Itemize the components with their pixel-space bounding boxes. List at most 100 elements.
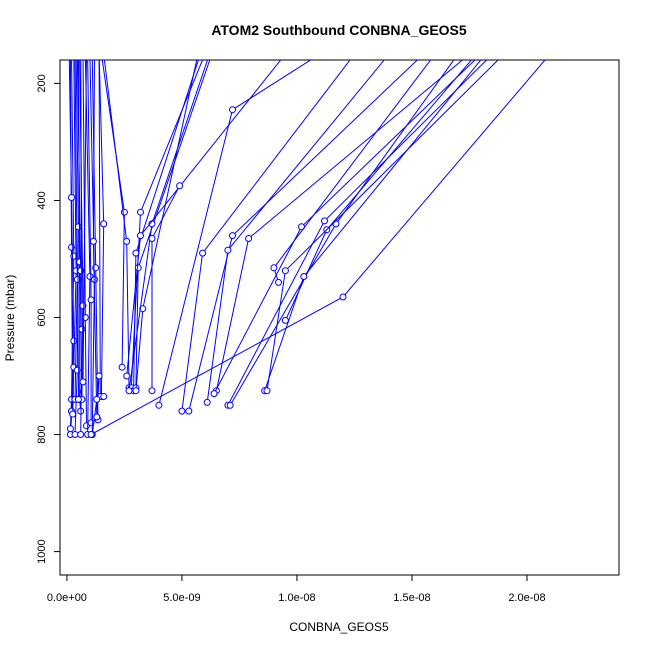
- data-point: [185, 407, 193, 415]
- data-point: [89, 237, 97, 245]
- data-point: [263, 387, 271, 395]
- x-tick-label: 1.0e-08: [278, 592, 315, 604]
- series-19: [103, 60, 133, 392]
- x-tick-label: 2.0e-08: [508, 592, 545, 604]
- series-line: [68, 60, 75, 412]
- data-point: [281, 267, 289, 275]
- plot-frame: [59, 59, 620, 576]
- data-point: [229, 106, 236, 114]
- data-point: [132, 249, 140, 257]
- data-point: [199, 249, 207, 257]
- data-point: [148, 235, 156, 242]
- data-point: [79, 302, 87, 310]
- x-axis-label: CONBNA_GEOS5: [289, 620, 389, 634]
- series-10: [78, 60, 87, 403]
- series-layer: [66, 60, 546, 438]
- data-point: [70, 337, 78, 345]
- data-point: [178, 407, 186, 415]
- series-line: [128, 60, 209, 391]
- data-point: [125, 387, 133, 395]
- series-27: [125, 60, 209, 395]
- data-point: [275, 278, 282, 286]
- data-point: [93, 395, 101, 403]
- data-point: [74, 395, 82, 403]
- y-axis: 200 400 600 800 1000: [36, 74, 60, 564]
- x-tick-label: 0.0e+00: [47, 592, 87, 604]
- series-line: [273, 60, 432, 283]
- series-line: [266, 60, 499, 391]
- data-point: [120, 208, 128, 216]
- series-line: [227, 60, 488, 406]
- y-tick-label: 200: [36, 74, 48, 92]
- x-tick-label: 5.0e-09: [163, 592, 200, 604]
- series-24: [130, 60, 199, 395]
- series-line: [130, 60, 204, 388]
- series-line: [72, 60, 77, 415]
- y-tick-label: 800: [36, 425, 48, 443]
- x-tick-label: 1.5e-08: [393, 592, 430, 604]
- data-point: [226, 401, 234, 409]
- series-line: [229, 60, 455, 406]
- series-line: [74, 60, 79, 435]
- data-point: [77, 431, 85, 438]
- series-40: [263, 60, 499, 395]
- data-point: [93, 413, 101, 421]
- series-41: [270, 60, 432, 286]
- data-point: [229, 232, 236, 240]
- series-30: [155, 60, 312, 409]
- series-13: [87, 60, 95, 427]
- series-line: [135, 60, 211, 388]
- series-line: [103, 60, 130, 388]
- data-point: [123, 372, 131, 380]
- data-point: [270, 264, 278, 272]
- data-point: [123, 237, 131, 245]
- data-point: [87, 431, 95, 438]
- data-point: [137, 232, 144, 240]
- data-point: [95, 372, 103, 380]
- chart-title: ATOM2 Southbound CONBNA_GEOS5: [211, 22, 467, 38]
- data-point: [245, 235, 253, 242]
- data-point: [339, 293, 347, 301]
- data-point: [87, 296, 95, 304]
- data-point: [300, 273, 308, 280]
- y-tick-label: 600: [36, 308, 48, 326]
- series-line: [135, 60, 198, 391]
- data-point: [69, 410, 77, 418]
- data-point: [139, 305, 147, 313]
- data-point: [332, 220, 340, 228]
- series-29: [148, 182, 184, 395]
- data-point: [134, 264, 142, 272]
- data-point: [68, 243, 75, 251]
- series-38: [226, 60, 455, 409]
- data-point: [79, 378, 87, 386]
- series-21: [74, 60, 87, 403]
- series-37: [281, 60, 473, 324]
- data-point: [66, 425, 74, 433]
- series-3: [68, 60, 78, 415]
- data-point: [118, 363, 126, 371]
- series-31: [178, 60, 351, 415]
- data-point: [224, 246, 232, 254]
- series-line: [76, 60, 82, 412]
- y-tick-label: 1000: [36, 539, 48, 563]
- data-point: [137, 208, 144, 216]
- data-point: [176, 182, 184, 190]
- data-point: [68, 194, 75, 201]
- series-35: [210, 60, 476, 398]
- series-line: [215, 60, 464, 391]
- series-26: [132, 60, 198, 395]
- data-point: [203, 398, 211, 406]
- data-point: [100, 393, 108, 400]
- data-point: [281, 316, 289, 324]
- y-tick-label: 400: [36, 191, 48, 209]
- series-line: [101, 60, 125, 368]
- data-point: [132, 387, 140, 395]
- series-line: [206, 60, 385, 403]
- data-point: [210, 390, 218, 398]
- data-point: [148, 387, 156, 395]
- series-25: [132, 60, 211, 392]
- series-36: [224, 60, 488, 409]
- y-axis-label: Pressure (mbar): [3, 275, 17, 362]
